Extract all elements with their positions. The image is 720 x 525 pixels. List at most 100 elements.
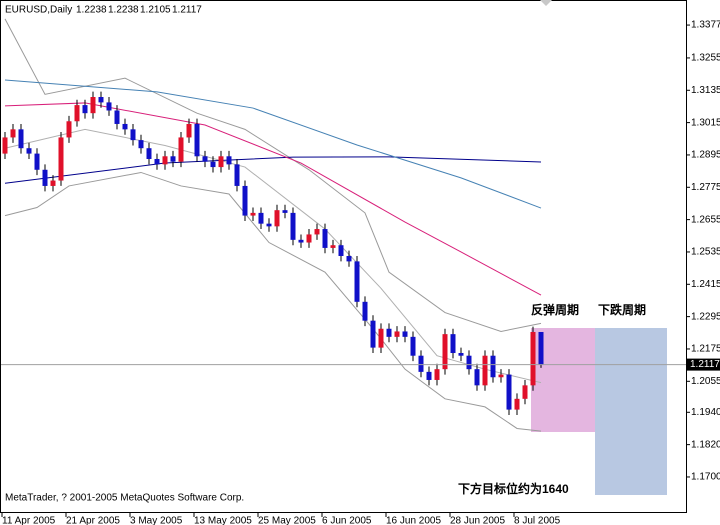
plot [0,18,686,432]
candle-body [194,123,200,157]
y-tick-label: 1.2175 [691,344,720,355]
candle-body [282,210,288,213]
indicator-line [4,79,542,209]
candle-body [490,355,496,378]
candle-body [138,140,144,149]
candle-body [314,229,320,235]
candle-body [154,158,160,165]
y-tick-label: 1.2655 [691,214,720,225]
candle-body [266,223,272,227]
candle-body [106,102,112,111]
x-tick-label: 16 Jun 2005 [386,516,441,525]
y-tick-label: 1.2775 [691,182,720,193]
y-tick-label: 1.2415 [691,279,720,290]
candle-body [66,121,72,138]
current-price-box [687,358,720,371]
candle-body [26,148,32,154]
ohlc-low: 1.2105 [140,5,171,16]
candle-body [514,398,520,410]
candle-body [234,164,240,186]
candle-body [274,210,280,227]
candle-body [506,374,512,410]
x-tick-label: 28 Jun 2005 [450,516,505,525]
candle-body [474,369,480,386]
candle-body [98,97,104,103]
indicator-line [4,18,542,332]
candle-body [162,156,168,165]
y-tick-label: 1.2055 [691,376,720,387]
candle-body [90,97,96,114]
candle-body [250,212,256,216]
y-tick-label: 1.3255 [691,53,720,64]
candle-body [410,336,416,356]
decline-zone [595,328,667,495]
candle-body [330,245,336,248]
candle-body [18,129,24,149]
candle-body [242,185,248,216]
candle-body [186,123,192,138]
candle-body [458,353,464,356]
candle-body [50,180,56,186]
candle-body [354,261,360,302]
annotation: 下方目标位约为1640 [458,481,569,496]
candle-body [418,355,424,372]
candle-body [2,137,8,154]
copyright: MetaTrader, ? 2001-2005 MetaQuotes Softw… [5,493,244,504]
x-tick-label: 3 May 2005 [130,516,183,525]
indicator-line [4,156,542,184]
candle-body [522,385,528,399]
x-tick-label: 13 May 2005 [194,516,252,525]
candle-body [114,110,120,124]
candle-body [482,355,488,386]
y-tick-label: 1.3377 [691,20,720,31]
candle-body [130,129,136,141]
x-tick-label: 21 Apr 2005 [66,516,120,525]
candle-body [370,320,376,348]
y-tick-label: 1.2895 [691,150,720,161]
ohlc-open: 1.2238 [76,5,107,16]
y-tick-label: 1.1700 [691,472,720,483]
current-price-label: 1.2117 [690,359,720,370]
y-tick-label: 1.2295 [691,311,720,322]
x-tick-label: 11 Apr 2005 [2,516,56,525]
scroll-marker [540,0,552,6]
candle-body [362,301,368,321]
candle-body [402,331,408,337]
candle-body [538,331,544,365]
candle-body [202,156,208,162]
candle-body [530,331,536,386]
candle-body [434,369,440,380]
candle-body [386,328,392,337]
x-tick-label: 6 Jun 2005 [322,516,372,525]
y-tick-label: 1.3135 [691,85,720,96]
candle-body [346,256,352,262]
y-tick-label: 1.3015 [691,117,720,128]
candle-body [442,334,448,370]
indicator-line [4,171,542,432]
candle-body [42,169,48,186]
candle-body [258,212,264,224]
candle-body [290,212,296,240]
candle-body [170,156,176,162]
candle-body [178,137,184,162]
candle-body [498,374,504,378]
plot-border [0,0,687,513]
candle-body [298,239,304,243]
candle-body [10,129,16,138]
candle-body [82,105,88,114]
candle-body [338,245,344,256]
x-tick-label: 8 Jul 2005 [514,516,561,525]
x-tick-label: 25 May 2005 [258,516,316,525]
ohlc-close: 1.2117 [172,5,202,16]
candle-body [426,371,432,380]
candle-body [466,355,472,370]
annotation: 反弹周期 [531,302,579,317]
candle-body [210,161,216,168]
symbol-title: EURUSD,Daily [5,5,72,16]
candle-body [322,229,328,248]
candle-body [34,153,40,170]
candle-body [218,156,224,168]
candle-body [226,156,232,165]
candle-body [122,123,128,130]
